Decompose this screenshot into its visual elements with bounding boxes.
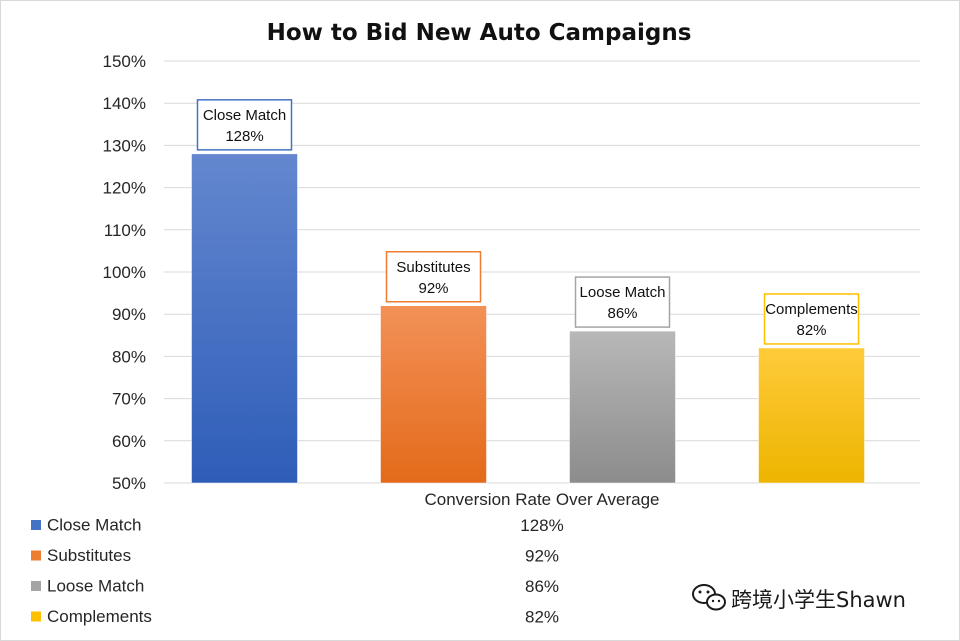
data-label-value: 92% xyxy=(418,280,448,297)
table-value: 128% xyxy=(520,516,563,535)
legend-label: Close Match xyxy=(47,516,141,535)
chart-title: How to Bid New Auto Campaigns xyxy=(267,20,692,46)
data-label-category: Loose Match xyxy=(580,284,666,301)
table-row: Complements 82% xyxy=(31,607,559,627)
wechat-icon xyxy=(692,584,726,611)
legend-label: Loose Match xyxy=(47,577,144,596)
data-label-category: Close Match xyxy=(203,107,286,124)
legend-label: Complements xyxy=(47,607,152,626)
y-tick-label: 70% xyxy=(112,390,146,409)
data-table: Close Match 128% Substitutes 92% Loose Match… xyxy=(31,516,564,627)
table-row: Substitutes 92% xyxy=(31,546,559,566)
y-tick-label: 140% xyxy=(103,94,146,113)
data-label-value: 128% xyxy=(225,128,263,145)
table-value: 82% xyxy=(525,608,559,627)
table-value: 86% xyxy=(525,577,559,596)
legend-label: Substitutes xyxy=(47,546,131,565)
data-label-box xyxy=(574,276,671,328)
data-label-box xyxy=(196,99,293,151)
data-label-category: Substitutes xyxy=(396,259,470,276)
bar-close-match xyxy=(191,153,298,484)
y-tick-label: 80% xyxy=(112,347,146,366)
legend-swatch xyxy=(31,550,41,561)
legend-swatch xyxy=(31,611,41,622)
watermark: 跨境小学生Shawn xyxy=(692,584,906,612)
data-label: Close Match 128% xyxy=(196,99,293,151)
data-label: Complements 82% xyxy=(763,293,860,345)
y-axis-ticks: 50% 60% 70% 80% 90% 100% 110% 120% 130% 140% 150% xyxy=(103,52,146,493)
y-tick-label: 130% xyxy=(103,136,146,155)
bar-complements xyxy=(758,347,865,484)
data-label: Loose Match 86% xyxy=(574,276,671,328)
x-axis-label: Conversion Rate Over Average xyxy=(425,490,660,509)
legend-swatch xyxy=(31,520,41,530)
data-label-box xyxy=(385,251,482,303)
y-tick-label: 150% xyxy=(103,52,146,71)
watermark-text: 跨境小学生Shawn xyxy=(731,588,906,612)
data-label-value: 86% xyxy=(607,305,637,322)
y-tick-label: 50% xyxy=(112,474,146,493)
data-label-value: 82% xyxy=(796,322,826,339)
y-tick-label: 60% xyxy=(112,432,146,451)
table-row: Close Match 128% xyxy=(31,516,564,535)
data-label-box xyxy=(763,293,860,345)
bars xyxy=(191,153,865,484)
y-tick-label: 100% xyxy=(103,263,146,282)
y-tick-label: 110% xyxy=(104,221,146,240)
y-tick-label: 120% xyxy=(103,179,146,198)
legend-swatch xyxy=(31,581,41,591)
data-labels: Close Match 128% Substitutes 92% Loose Match… xyxy=(196,99,860,345)
bar-loose-match xyxy=(569,330,676,484)
table-value: 92% xyxy=(525,547,559,566)
y-tick-label: 90% xyxy=(112,305,146,324)
bar-substitutes xyxy=(380,305,487,484)
table-row: Loose Match 86% xyxy=(31,577,559,596)
data-label-category: Complements xyxy=(765,301,858,318)
data-label: Substitutes 92% xyxy=(385,251,482,303)
